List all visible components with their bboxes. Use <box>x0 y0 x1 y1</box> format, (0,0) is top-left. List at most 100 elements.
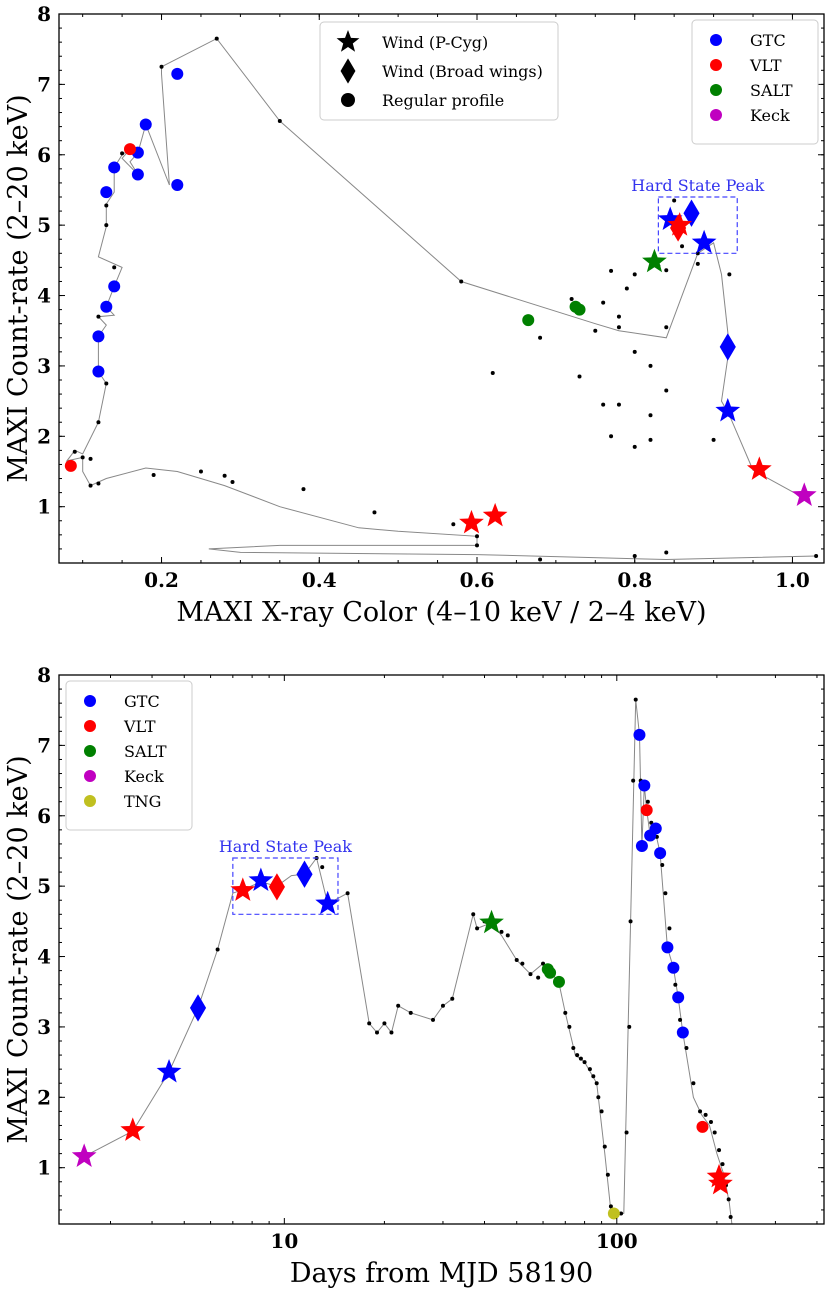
data-point-salt-star <box>642 248 667 273</box>
small-point <box>667 926 672 931</box>
data-point-gtc-star <box>315 890 341 915</box>
small-point <box>678 1017 683 1022</box>
x-tick-label: 0.6 <box>460 568 495 592</box>
small-point <box>680 244 685 249</box>
small-point <box>711 437 716 442</box>
small-point <box>672 198 677 203</box>
annotation-label: Hard State Peak <box>631 176 764 195</box>
data-point-gtc-circle <box>661 941 674 954</box>
y-tick-label: 5 <box>37 874 51 898</box>
small-point <box>215 947 220 952</box>
legend-label-vlt: VLT <box>123 717 156 736</box>
small-point <box>120 151 125 156</box>
small-point <box>104 381 109 386</box>
x-axis-label: MAXI X-ray Color (4–10 keV / 2–4 keV) <box>176 597 706 628</box>
y-tick-label: 2 <box>37 424 51 448</box>
hard-state-box <box>232 857 339 915</box>
small-point <box>616 314 621 319</box>
small-point <box>695 261 700 266</box>
small-point <box>112 265 117 270</box>
data-point-gtc-circle <box>92 365 105 378</box>
data-point-gtc-circle <box>108 280 121 293</box>
data-layer <box>64 36 819 562</box>
small-point <box>88 456 93 461</box>
small-point <box>450 996 455 1001</box>
small-point <box>505 933 510 938</box>
hard-state-box <box>657 196 738 254</box>
small-point <box>599 1109 604 1114</box>
y-tick-label: 2 <box>37 1085 51 1109</box>
data-point-gtc-circle <box>171 67 184 80</box>
small-point <box>104 223 109 228</box>
legend-swatch-tng <box>84 795 96 807</box>
small-point <box>609 434 614 439</box>
legend-label-tng: TNG <box>124 792 161 811</box>
data-point-gtc-diamond <box>296 860 313 888</box>
small-point <box>96 481 101 486</box>
x-tick-label: 0.8 <box>617 568 652 592</box>
small-point <box>96 314 101 319</box>
small-point <box>430 1017 435 1022</box>
y-tick-label: 6 <box>37 804 51 828</box>
telescope-legend: GTC VLT SALT Keck TNG <box>65 680 193 831</box>
data-point-vlt-star <box>120 1117 146 1141</box>
data-point-vlt-star <box>746 456 772 480</box>
legend-label-gtc: GTC <box>124 692 160 711</box>
small-point <box>474 543 479 548</box>
small-point <box>616 325 621 330</box>
y-tick-label: 7 <box>37 72 51 96</box>
data-point-gtc-circle <box>139 118 152 131</box>
data-point-vlt-star <box>482 502 508 527</box>
small-point <box>474 534 479 539</box>
marker-legend: Wind (P-Cyg) Wind (Broad wings) Regular pr… <box>319 21 559 121</box>
small-point <box>594 1081 599 1086</box>
small-point <box>664 268 669 273</box>
small-point <box>628 919 633 924</box>
small-point <box>459 279 464 284</box>
small-point <box>578 1056 583 1061</box>
small-point <box>301 487 306 492</box>
small-point <box>648 413 653 418</box>
small-point <box>471 912 476 917</box>
y-axis-label: MAXI Count-rate (2–20 keV) <box>3 755 34 1143</box>
small-point <box>514 958 519 963</box>
small-point <box>277 118 282 123</box>
panel-top: Hard State Peak 1 2 3 4 5 6 7 8 0.2 0.4 0.6 0.8 1.0 MA… <box>3 2 825 628</box>
y-tick-label: 3 <box>37 1015 51 1039</box>
data-point-gtc-star <box>691 229 717 254</box>
y-tick-label: 1 <box>37 495 51 519</box>
small-point <box>571 1046 576 1051</box>
data-point-gtc-circle <box>100 186 113 199</box>
y-tick-label: 1 <box>37 1156 51 1180</box>
x-tick-label: 0.2 <box>144 568 179 592</box>
data-point-gtc-circle <box>635 840 648 853</box>
data-point-gtc-circle <box>108 161 121 174</box>
data-point-gtc-circle <box>672 991 685 1004</box>
small-point <box>536 975 541 980</box>
y-tick-label: 7 <box>37 733 51 757</box>
small-point <box>382 1021 387 1026</box>
small-point <box>499 929 504 934</box>
small-point <box>389 1030 394 1035</box>
legend-swatch-vlt <box>84 720 96 732</box>
small-point <box>375 1030 380 1035</box>
data-point-vlt-star <box>667 212 693 236</box>
legend-label-vlt: VLT <box>749 56 782 75</box>
x-tick-label: 100 <box>596 1229 638 1253</box>
small-point <box>345 891 350 896</box>
data-point-salt-circle <box>573 303 586 316</box>
data-point-vlt-diamond <box>268 873 285 901</box>
small-point <box>698 1109 703 1114</box>
legend-label-keck: Keck <box>750 106 790 125</box>
small-point <box>591 1074 596 1079</box>
small-point <box>96 420 101 425</box>
legend-label-circle: Regular profile <box>382 91 504 110</box>
data-point-gtc-star <box>715 397 741 422</box>
data-point-gtc-star <box>248 867 274 892</box>
small-point <box>684 1046 689 1051</box>
small-point <box>712 1130 717 1135</box>
small-point <box>372 510 377 515</box>
data-point-gtc-star <box>156 1058 182 1083</box>
